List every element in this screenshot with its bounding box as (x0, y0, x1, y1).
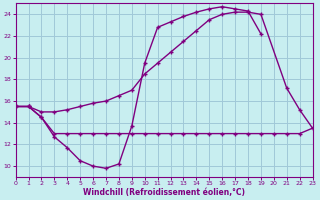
X-axis label: Windchill (Refroidissement éolien,°C): Windchill (Refroidissement éolien,°C) (83, 188, 245, 197)
